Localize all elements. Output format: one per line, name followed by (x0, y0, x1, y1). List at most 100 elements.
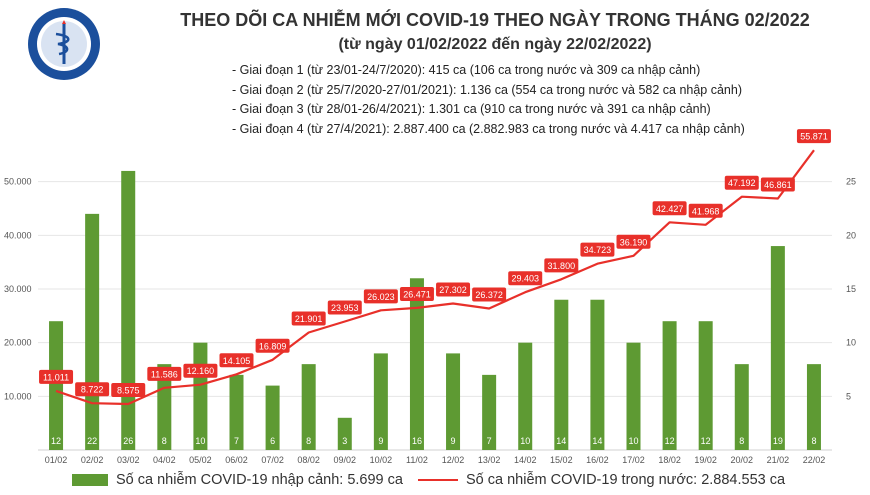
domestic-cases-data-labels: 11.011 8.722 8.575 11.586 12.160 14.105 16.809… (39, 129, 831, 397)
x-tick-label: 16/02 (586, 455, 609, 465)
data-label-box (580, 242, 615, 257)
data-label-box (544, 258, 579, 273)
data-label-12/02: 27.302 (439, 285, 467, 295)
x-tick-label: 18/02 (658, 455, 681, 465)
bar-19/02 (698, 321, 713, 450)
y-right-tick-label: 20 (846, 230, 856, 240)
legend-swatch-line (418, 479, 458, 481)
bar-value-label: 14 (556, 436, 566, 446)
bar-value-label: 8 (162, 436, 167, 446)
data-label-box (147, 366, 182, 381)
ministry-of-health-logo (28, 8, 100, 80)
bar-17/02 (626, 342, 641, 450)
data-label-21/02: 46.861 (764, 180, 792, 190)
legend-label-domestic: Số ca nhiễm COVID-19 trong nước: 2.884.5… (466, 472, 786, 488)
bar-20/02 (734, 364, 749, 450)
legend: Số ca nhiễm COVID-19 nhập cảnh: 5.699 ca… (0, 470, 870, 492)
legend-label-imported: Số ca nhiễm COVID-19 nhập cảnh: 5.699 ca (116, 472, 403, 488)
bar-value-label: 3 (342, 436, 347, 446)
data-label-02/02: 8.722 (81, 385, 104, 395)
data-label-19/02: 41.968 (692, 206, 720, 216)
bar-value-label: 19 (773, 436, 783, 446)
bar-value-label: 12 (701, 436, 711, 446)
bar-value-label: 8 (739, 436, 744, 446)
x-tick-label: 15/02 (550, 455, 573, 465)
data-label-08/02: 21.901 (295, 314, 323, 324)
phase-1-summary: Giai đoạn 1 (từ 23/01-24/7/2020): 415 ca… (232, 61, 745, 81)
data-label-09/02: 23.953 (331, 303, 359, 313)
data-label-box (760, 177, 795, 192)
data-label-13/02: 26.372 (475, 290, 503, 300)
x-tick-label: 10/02 (370, 455, 393, 465)
data-label-box (255, 338, 290, 353)
x-tick-label: 22/02 (803, 455, 826, 465)
legend-item-domestic: Số ca nhiễm COVID-19 trong nước: 2.884.5… (418, 472, 785, 488)
data-label-11/02: 26.471 (403, 289, 431, 299)
x-tick-label: 13/02 (478, 455, 501, 465)
x-axis-tick-labels: 01/02 02/02 03/02 04/02 05/02 06/02 07/02 08/02… (45, 455, 825, 465)
bar-value-label: 8 (811, 436, 816, 446)
x-tick-label: 14/02 (514, 455, 537, 465)
data-label-box (291, 311, 326, 326)
bar-15/02 (554, 299, 569, 450)
y-left-tick-label: 20.000 (4, 338, 32, 348)
data-label-14/02: 29.403 (511, 274, 539, 284)
left-axis-tick-labels: 10.000 20.000 30.000 40.000 50.000 (4, 177, 32, 402)
y-right-tick-label: 15 (846, 284, 856, 294)
bar-22/02 (806, 364, 821, 450)
y-left-tick-label: 40.000 (4, 230, 32, 240)
x-tick-label: 19/02 (694, 455, 717, 465)
data-label-box (111, 382, 146, 397)
y-right-tick-label: 10 (846, 338, 856, 348)
chart-title: THEO DÕI CA NHIỄM MỚI COVID-19 THEO NGÀY… (180, 10, 810, 30)
bar-06/02 (229, 374, 244, 450)
bar-14/02 (518, 342, 533, 450)
bar-value-label: 26 (123, 436, 133, 446)
bar-07/02 (265, 385, 280, 450)
y-left-tick-label: 50.000 (4, 177, 32, 187)
x-tick-label: 04/02 (153, 455, 176, 465)
phase-2-summary: Giai đoạn 2 (từ 25/7/2020-27/01/2021): 1… (232, 81, 745, 101)
x-tick-label: 21/02 (767, 455, 790, 465)
domestic-cases-series-line (55, 149, 815, 406)
bar-21/02 (770, 246, 785, 450)
data-label-06/02: 14.105 (223, 356, 251, 366)
phase-summary-list: Giai đoạn 1 (từ 23/01-24/7/2020): 415 ca… (232, 61, 745, 139)
data-label-16/02: 34.723 (584, 245, 612, 255)
phase-3-summary: Giai đoạn 3 (từ 28/01-26/4/2021): 1.301 … (232, 100, 745, 120)
bar-16/02 (590, 299, 605, 450)
bar-04/02 (157, 364, 172, 450)
data-label-box (508, 271, 543, 286)
bar-value-label: 6 (270, 436, 275, 446)
x-tick-label: 02/02 (81, 455, 104, 465)
data-label-box (436, 282, 471, 297)
data-label-box (219, 353, 254, 368)
data-label-18/02: 42.427 (656, 204, 684, 214)
y-right-tick-label: 5 (846, 391, 851, 401)
y-left-tick-label: 30.000 (4, 284, 32, 294)
bar-12/02 (446, 353, 461, 450)
data-label-10/02: 26.023 (367, 292, 395, 302)
bar-03/02 (121, 170, 136, 450)
bar-01/02 (49, 321, 64, 450)
bar-10/02 (373, 353, 388, 450)
x-tick-label: 06/02 (225, 455, 248, 465)
bar-value-label: 10 (520, 436, 530, 446)
data-label-box (724, 175, 759, 190)
bar-value-label: 10 (195, 436, 205, 446)
data-label-07/02: 16.809 (259, 341, 287, 351)
data-label-15/02: 31.800 (548, 261, 576, 271)
x-tick-label: 12/02 (442, 455, 465, 465)
legend-swatch-bar (72, 474, 108, 486)
data-label-03/02: 8.575 (117, 385, 140, 395)
x-tick-label: 20/02 (731, 455, 754, 465)
bar-13/02 (482, 374, 497, 450)
bar-value-label: 9 (451, 436, 456, 446)
data-label-box (688, 203, 723, 218)
x-tick-label: 01/02 (45, 455, 68, 465)
right-axis-tick-labels: 5 10 15 20 25 (846, 177, 856, 402)
bar-05/02 (193, 342, 208, 450)
x-tick-label: 11/02 (406, 455, 428, 465)
bar-value-label: 16 (412, 436, 422, 446)
bar-value-label: 12 (51, 436, 61, 446)
